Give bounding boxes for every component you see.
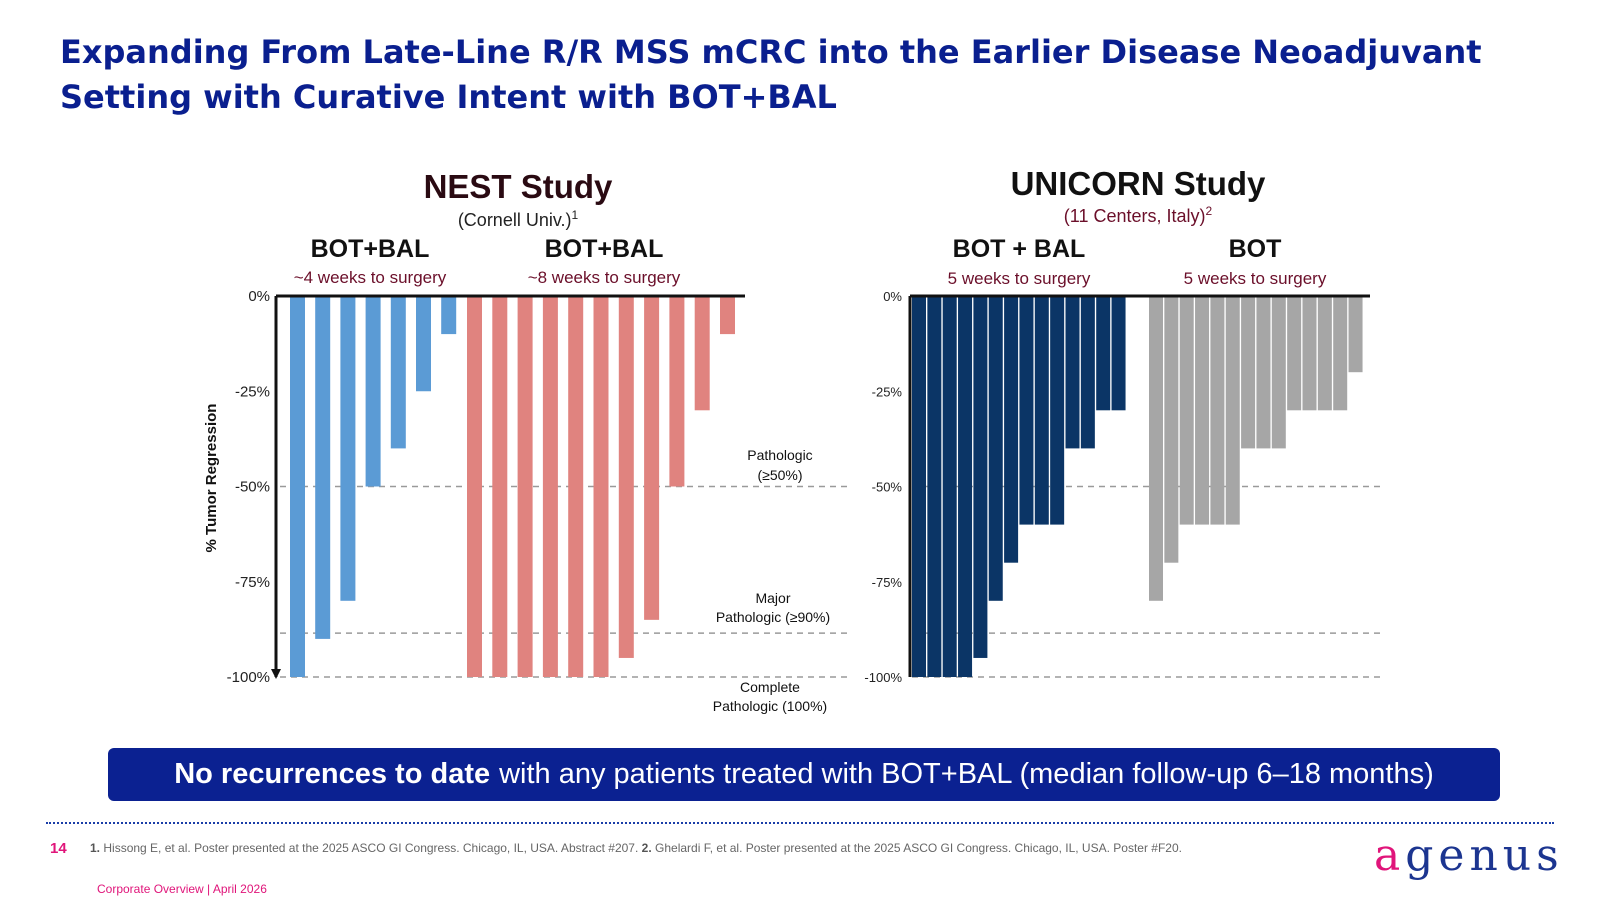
- banner-text: with any patients treated with BOT+BAL (…: [499, 758, 1434, 790]
- nest-bar: [644, 296, 660, 620]
- nest-bar: [492, 296, 508, 677]
- unicorn-group-label: BOT: [1229, 235, 1282, 263]
- ref-2-number: 2.: [641, 841, 652, 855]
- unicorn-subtitle-superscript: 2: [1206, 204, 1213, 218]
- nest-bar: [340, 296, 356, 601]
- page-number: 14: [50, 840, 67, 857]
- nest-chart-title: NEST Study: [424, 168, 613, 205]
- nest-reference-label: Pathologic: [747, 447, 812, 463]
- nest-reference-label: Complete: [740, 679, 800, 695]
- nest-bar: [669, 296, 685, 487]
- unicorn-bar: [1348, 296, 1363, 373]
- ref-2-text: Ghelardi F, et al. Poster presented at t…: [655, 841, 1182, 855]
- unicorn-bar: [1034, 296, 1049, 525]
- unicorn-bar: [1302, 296, 1317, 411]
- nest-bar: [290, 296, 305, 677]
- nest-ref-label-bg: [698, 678, 842, 716]
- unicorn-bar: [912, 296, 926, 677]
- nest-y-tick-label: -25%: [235, 383, 270, 400]
- unicorn-bar: [1019, 296, 1034, 525]
- nest-group-label: BOT+BAL: [545, 235, 664, 263]
- unicorn-bar: [1004, 296, 1019, 563]
- nest-group-label: BOT+BAL: [311, 235, 430, 263]
- unicorn-bar: [988, 296, 1003, 601]
- unicorn-bar: [942, 296, 957, 677]
- unicorn-y-tick-label: -25%: [872, 384, 903, 399]
- nest-bar: [694, 296, 710, 411]
- unicorn-bar: [1271, 296, 1286, 449]
- unicorn-bar: [1050, 296, 1065, 525]
- nest-bar: [315, 296, 331, 639]
- unicorn-bar: [958, 296, 973, 677]
- unicorn-bar: [927, 296, 942, 677]
- unicorn-group-label: BOT + BAL: [953, 235, 1086, 263]
- page-title: Expanding From Late-Line R/R MSS mCRC in…: [60, 33, 1482, 116]
- banner-bold-text: No recurrences to date: [174, 758, 491, 790]
- nest-bar: [365, 296, 381, 487]
- unicorn-bar: [1164, 296, 1179, 563]
- nest-y-tick-label: 0%: [248, 288, 270, 305]
- unicorn-bar: [1317, 296, 1332, 411]
- footer-label: Corporate Overview | April 2026: [97, 882, 267, 896]
- nest-y-tick-label: -100%: [227, 669, 270, 686]
- nest-reference-label: Major: [755, 590, 790, 606]
- unicorn-y-tick-label: -50%: [872, 480, 903, 495]
- agenus-logo: agenus: [1374, 826, 1564, 886]
- unicorn-bar: [1179, 296, 1194, 525]
- nest-bar: [517, 296, 533, 677]
- nest-bar: [467, 296, 482, 677]
- logo-letter-a: a: [1374, 830, 1406, 881]
- unicorn-bar: [1080, 296, 1095, 449]
- unicorn-chart-title: UNICORN Study: [1011, 165, 1266, 202]
- nest-chart-subtitle: (Cornell Univ.)1: [458, 208, 579, 230]
- nest-bar: [618, 296, 634, 658]
- nest-y-axis-arrow: [271, 669, 281, 679]
- references: 1. Hissong E, et al. Poster presented at…: [90, 841, 1340, 855]
- nest-bar: [441, 296, 457, 335]
- nest-y-tick-label: -75%: [235, 574, 270, 591]
- nest-reference-label: Pathologic (≥90%): [716, 609, 830, 625]
- nest-bar: [542, 296, 558, 677]
- unicorn-bar: [1096, 296, 1111, 411]
- unicorn-bar: [1149, 296, 1163, 601]
- nest-y-tick-label: -50%: [235, 479, 270, 496]
- nest-group-sublabel: ~8 weeks to surgery: [528, 268, 681, 287]
- unicorn-bar: [973, 296, 988, 658]
- nest-subtitle-superscript: 1: [572, 208, 579, 222]
- nest-reference-label: Pathologic (100%): [713, 698, 827, 714]
- unicorn-bar: [1111, 296, 1126, 411]
- unicorn-chart-subtitle: (11 Centers, Italy)2: [1064, 204, 1213, 226]
- unicorn-y-tick-label: -100%: [864, 670, 902, 685]
- unicorn-bar: [1256, 296, 1271, 449]
- unicorn-group-sublabel: 5 weeks to surgery: [948, 269, 1091, 288]
- nest-bar: [568, 296, 584, 677]
- unicorn-y-tick-label: -75%: [872, 575, 903, 590]
- nest-y-axis-label: % Tumor Regression: [203, 404, 220, 553]
- unicorn-bar: [1287, 296, 1302, 411]
- unicorn-bar: [1225, 296, 1240, 525]
- nest-ref-label-bg: [708, 446, 852, 484]
- ref-1-text: Hissong E, et al. Poster presented at th…: [103, 841, 639, 855]
- unicorn-bar: [1241, 296, 1256, 449]
- ref-1-number: 1.: [90, 841, 101, 855]
- unicorn-y-tick-label: 0%: [883, 289, 902, 304]
- nest-group-sublabel: ~4 weeks to surgery: [294, 268, 447, 287]
- nest-bar: [390, 296, 406, 449]
- unicorn-group-sublabel: 5 weeks to surgery: [1184, 269, 1327, 288]
- unicorn-bar: [1333, 296, 1348, 411]
- footer-divider: [46, 822, 1554, 824]
- nest-bar: [416, 296, 431, 392]
- nest-bar: [720, 296, 735, 335]
- nest-reference-label: (≥50%): [757, 467, 802, 483]
- unicorn-bar: [1210, 296, 1225, 525]
- key-message-banner: No recurrences to date with any patients…: [108, 748, 1500, 801]
- unicorn-bar: [1065, 296, 1080, 449]
- nest-ref-label-bg: [701, 589, 845, 627]
- nest-bar: [593, 296, 609, 677]
- unicorn-bar: [1195, 296, 1210, 525]
- logo-letters: genus: [1405, 830, 1564, 881]
